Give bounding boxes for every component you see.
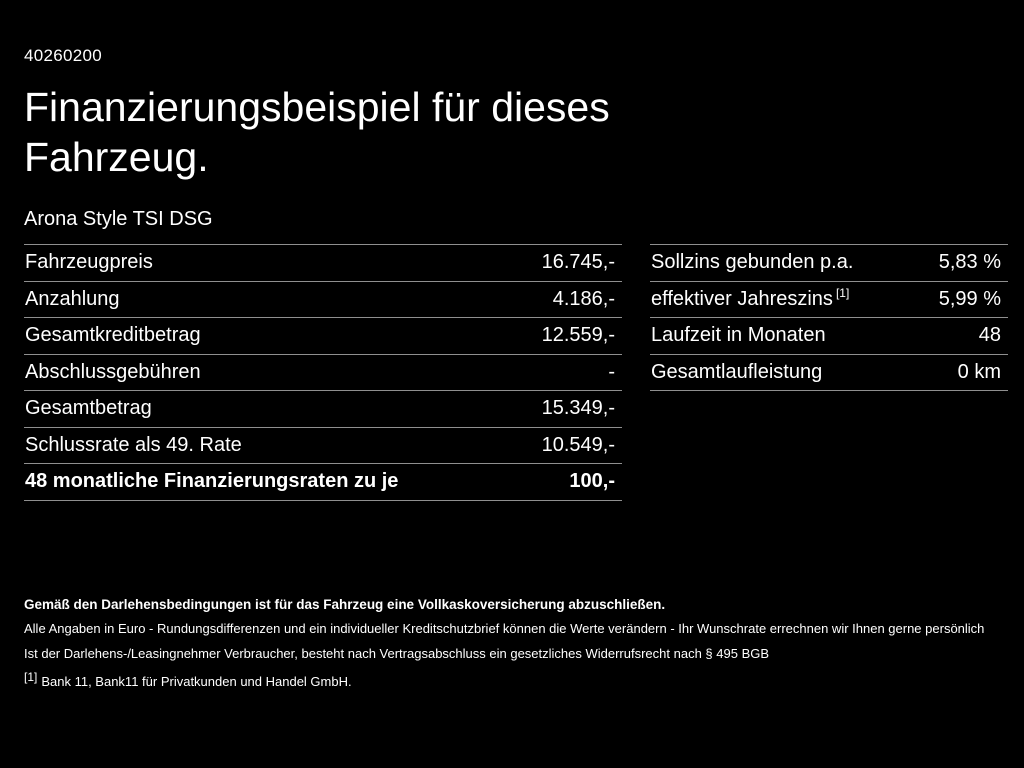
row-value: 100,- <box>569 470 615 493</box>
table-row-sollzins: Sollzins gebunden p.a. 5,83 % <box>650 244 1008 281</box>
legal-footer: Gemäß den Darlehensbedingungen ist für d… <box>24 597 1008 690</box>
table-row-monatsrate: 48 monatliche Finanzierungsraten zu je 1… <box>24 463 622 500</box>
row-value: 10.549,- <box>541 433 615 456</box>
row-value: 48 <box>978 324 1001 347</box>
table-row-anzahlung: Anzahlung 4.186,- <box>24 280 622 318</box>
row-label: Sollzins gebunden p.a. <box>651 251 854 274</box>
row-label: Abschlussgebühren <box>25 360 201 383</box>
table-row-laufzeit: Laufzeit in Monaten 48 <box>650 317 1008 354</box>
table-row-fahrzeugpreis: Fahrzeugpreis 16.745,- <box>24 244 622 281</box>
table-row-schlussrate: Schlussrate als 49. Rate 10.549,- <box>24 426 622 464</box>
table-row-abschlussgebuehren: Abschlussgebühren - <box>24 353 622 391</box>
table-row-gesamtlaufleistung: Gesamtlaufleistung 0 km <box>650 353 1008 391</box>
document-number: 40260200 <box>24 46 103 65</box>
row-value: - <box>608 360 615 383</box>
financing-table-right: Sollzins gebunden p.a. 5,83 % effektiver… <box>650 244 1008 392</box>
row-label: Gesamtkreditbetrag <box>25 324 201 347</box>
financing-tables: Fahrzeugpreis 16.745,- Anzahlung 4.186,-… <box>24 244 1008 501</box>
insurance-notice: Gemäß den Darlehensbedingungen ist für d… <box>24 596 666 612</box>
table-row-gesamtbetrag: Gesamtbetrag 15.349,- <box>24 390 622 427</box>
footnote-ref-icon: [1] <box>835 286 850 301</box>
table-row-gesamtkreditbetrag: Gesamtkreditbetrag 12.559,- <box>24 317 622 354</box>
row-label: 48 monatliche Finanzierungsraten zu je <box>25 470 399 493</box>
row-value: 16.745,- <box>541 251 615 274</box>
row-label: Anzahlung <box>25 287 120 310</box>
row-value: 4.186,- <box>552 287 615 310</box>
footnote-text: Bank 11, Bank11 für Privatkunden und Han… <box>41 673 352 689</box>
row-value: 0 km <box>957 360 1001 383</box>
table-row-effektiver-jahreszins: effektiver Jahreszins [1] 5,99 % <box>650 280 1008 318</box>
row-label: effektiver Jahreszins [1] <box>651 286 850 310</box>
row-value: 5,99 % <box>938 287 1001 310</box>
page-title: Finanzierungsbeispiel für dieses Fahrzeu… <box>24 84 610 181</box>
row-label: Laufzeit in Monaten <box>651 324 826 347</box>
disclaimer-line-2: Ist der Darlehens-/Leasingnehmer Verbrau… <box>24 645 770 661</box>
row-label: Fahrzeugpreis <box>25 251 153 274</box>
footnote-marker: [1] <box>24 669 38 684</box>
row-value: 15.349,- <box>541 397 615 420</box>
row-label: Schlussrate als 49. Rate <box>25 433 242 456</box>
row-value: 12.559,- <box>541 324 615 347</box>
row-label: Gesamtlaufleistung <box>651 360 823 383</box>
row-label: Gesamtbetrag <box>25 397 152 420</box>
disclaimer-line-1: Alle Angaben in Euro - Rundungsdifferenz… <box>24 621 985 637</box>
vehicle-model-label: Arona Style TSI DSG <box>24 208 213 231</box>
financing-table-left: Fahrzeugpreis 16.745,- Anzahlung 4.186,-… <box>24 244 622 501</box>
row-value: 5,83 % <box>938 251 1001 274</box>
bank-footnote: [1] Bank 11, Bank11 für Privatkunden und … <box>24 671 1008 690</box>
